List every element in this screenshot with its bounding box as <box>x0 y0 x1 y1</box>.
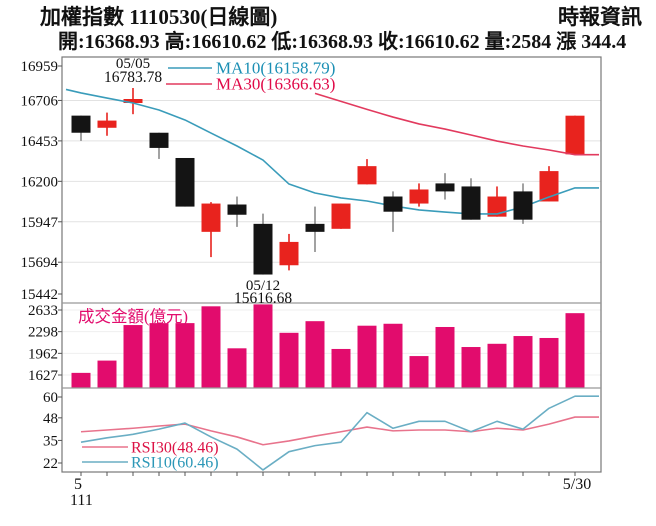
volume-bar <box>383 323 403 388</box>
price-axis-label: 16453 <box>21 134 59 150</box>
candle-body <box>149 132 169 148</box>
high-annotation-date: 05/05 <box>116 56 150 72</box>
candle-body <box>357 166 377 185</box>
candle-body <box>279 241 299 266</box>
volume-bar <box>253 304 273 388</box>
price-axis-label: 15442 <box>21 287 59 303</box>
price-axis-label: 15694 <box>21 255 59 271</box>
volume-bar <box>305 321 325 388</box>
source-label: 時報資訊 <box>558 5 642 29</box>
candle-body <box>513 191 533 220</box>
volume-bar <box>227 348 247 388</box>
candle-body <box>305 223 325 232</box>
volume-bar <box>487 343 507 388</box>
candle-body <box>175 157 195 207</box>
x-axis-label-start-year: 111 <box>70 492 93 509</box>
volume-bar <box>71 372 91 388</box>
rsi-axis-label: 60 <box>43 390 58 406</box>
candle-body <box>97 120 117 128</box>
volume-axis-label: 2298 <box>28 325 58 341</box>
page-title: 加權指數 1110530(日線圖) <box>40 5 278 29</box>
high-annotation-value: 16783.78 <box>104 69 162 86</box>
volume-bar <box>409 356 429 388</box>
rsi30-line <box>80 416 599 446</box>
volume-bar <box>565 313 585 388</box>
rsi30-legend-label: RSI30(48.46) <box>131 440 219 457</box>
candle-body <box>539 171 559 202</box>
rsi10-line <box>80 395 599 471</box>
volume-bar <box>201 306 221 388</box>
volume-bar <box>123 325 143 388</box>
rsi-axis-label: 22 <box>43 456 58 472</box>
candle-body <box>201 203 221 232</box>
x-axis-label-start-month: 5 <box>74 476 82 493</box>
candle-body <box>487 196 507 217</box>
volume-bar <box>149 323 169 388</box>
candle-body <box>461 186 481 220</box>
price-axis-label: 16200 <box>21 174 59 190</box>
volume-bar <box>279 332 299 388</box>
volume-bar <box>357 325 377 388</box>
price-axis-label: 15947 <box>21 215 59 231</box>
ma10-legend-label: MA10(16158.79) <box>216 59 335 78</box>
volume-panel-label: 成交金額(億元) <box>78 307 188 326</box>
volume-bar <box>513 336 533 388</box>
volume-bar <box>539 337 559 388</box>
ma30-line <box>314 92 599 156</box>
ma10-line <box>65 88 599 215</box>
candle-body <box>253 223 273 275</box>
candle-body <box>123 99 143 104</box>
plot-border <box>61 56 602 473</box>
quote-line: 開:16368.93 高:16610.62 低:16368.93 收:16610… <box>58 31 627 54</box>
volume-bar <box>175 323 195 388</box>
candle-body <box>409 189 429 204</box>
rsi-axis-label: 35 <box>43 433 58 449</box>
volume-bar <box>461 347 481 388</box>
volume-axis-label: 1627 <box>28 368 59 384</box>
candle-body <box>227 204 247 215</box>
volume-bar <box>435 326 455 388</box>
candle-body <box>331 203 351 229</box>
price-axis-label: 16959 <box>21 59 59 75</box>
candle-body <box>71 115 91 133</box>
low-annotation-value: 15616.68 <box>234 290 292 307</box>
price-axis-label: 16706 <box>21 93 59 109</box>
low-annotation-date: 05/12 <box>246 278 280 294</box>
candle-body <box>435 183 455 192</box>
rsi-axis-label: 48 <box>43 411 58 427</box>
volume-bar <box>97 360 117 388</box>
candle-body <box>565 115 585 155</box>
x-axis-label-end-date: 5/30 <box>563 476 591 493</box>
volume-axis-label: 2633 <box>28 303 58 319</box>
rsi10-legend-label: RSI10(60.46) <box>131 455 219 472</box>
candle-body <box>383 196 403 212</box>
volume-bar <box>331 348 351 388</box>
volume-axis-label: 1962 <box>28 346 58 362</box>
ma30-legend-label: MA30(16366.63) <box>216 75 335 94</box>
